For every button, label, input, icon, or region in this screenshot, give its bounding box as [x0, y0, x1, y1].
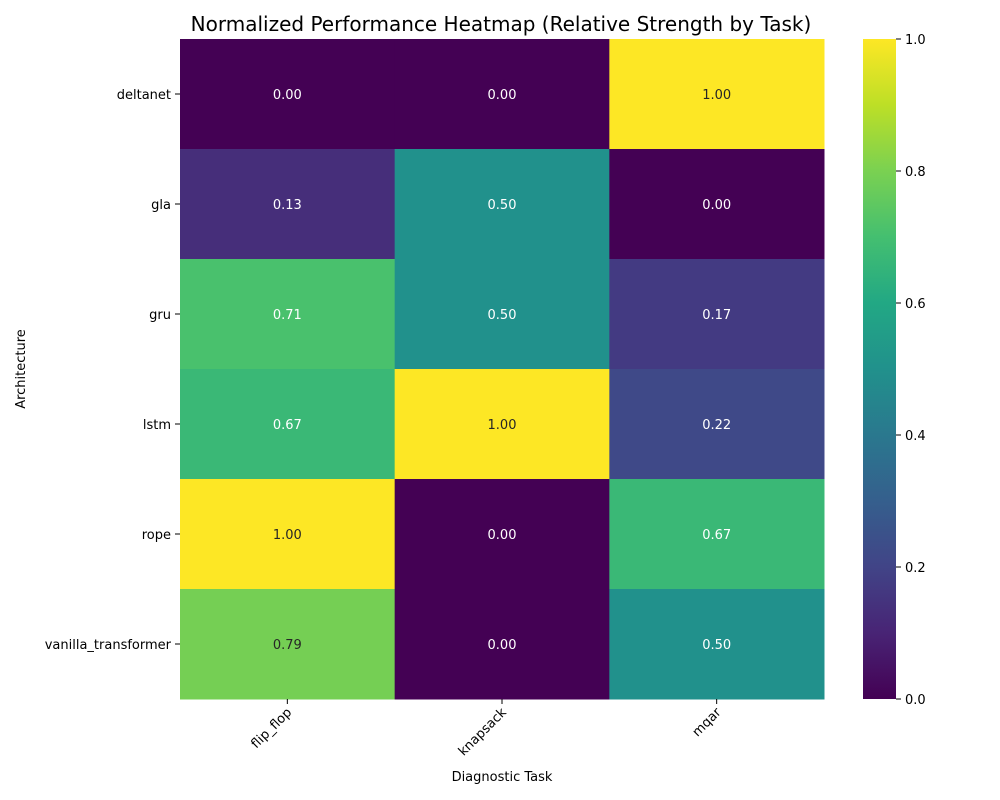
y-tick-label: gru — [149, 308, 171, 323]
cell-value-label: 1.00 — [702, 88, 731, 103]
cell-value-label: 0.50 — [702, 638, 731, 653]
colorbar-tick-label: 1.0 — [905, 33, 926, 48]
cell-value-label: 0.67 — [273, 418, 302, 433]
heatmap-cell — [609, 589, 825, 700]
heatmap-cell — [394, 39, 610, 150]
heatmap-cell — [609, 479, 825, 590]
cell-value-label: 0.13 — [273, 198, 302, 213]
cell-value-label: 1.00 — [488, 418, 517, 433]
colorbar-tick-label: 0.6 — [905, 297, 926, 312]
cell-value-label: 0.79 — [273, 638, 302, 653]
colorbar — [863, 39, 896, 699]
colorbar-tick-label: 0.2 — [905, 561, 926, 576]
cell-value-label: 0.17 — [702, 308, 731, 323]
colorbar-tick-label: 0.8 — [905, 165, 926, 180]
colorbar-tick-label: 0.4 — [905, 429, 926, 444]
cell-value-label: 0.50 — [488, 308, 517, 323]
y-tick-label: deltanet — [117, 88, 171, 103]
heatmap-cell — [180, 479, 396, 590]
chart-title: Normalized Performance Heatmap (Relative… — [191, 12, 812, 36]
cell-value-label: 1.00 — [273, 528, 302, 543]
cell-value-label: 0.00 — [488, 528, 517, 543]
heatmap-cell — [609, 259, 825, 370]
cell-value-label: 0.00 — [702, 198, 731, 213]
x-axis-label: Diagnostic Task — [452, 770, 553, 785]
heatmap-cell — [394, 149, 610, 260]
cell-value-label: 0.71 — [273, 308, 302, 323]
colorbar-tick-label: 0.0 — [905, 693, 926, 708]
heatmap-cell — [394, 259, 610, 370]
cell-value-label: 0.50 — [488, 198, 517, 213]
heatmap-cell — [180, 369, 396, 480]
heatmap-value-labels: 0.00 0.00 1.00 0.13 0.50 0.00 0.71 0.50 0.17 0.67… — [273, 88, 731, 653]
cell-value-label: 0.22 — [702, 418, 731, 433]
y-axis: deltanet gla gru lstm rope vanilla_transforme… — [45, 88, 180, 653]
cell-value-label: 0.00 — [273, 88, 302, 103]
y-axis-label: Architecture — [14, 329, 29, 409]
heatmap-cell — [180, 589, 396, 700]
heatmap-cell — [609, 149, 825, 260]
heatmap-cell — [394, 369, 610, 480]
cell-value-label: 0.00 — [488, 638, 517, 653]
cell-value-label: 0.67 — [702, 528, 731, 543]
y-tick-label: rope — [142, 528, 171, 543]
heatmap-cell — [394, 589, 610, 700]
heatmap-cell — [180, 259, 396, 370]
heatmap-cells — [180, 39, 825, 700]
colorbar-ticks: 0.0 0.2 0.4 0.6 0.8 1.0 — [896, 33, 926, 708]
y-tick-label: lstm — [143, 418, 171, 433]
y-tick-label: vanilla_transformer — [45, 638, 172, 653]
heatmap-cell — [609, 369, 825, 480]
heatmap-cell — [609, 39, 825, 150]
y-tick-label: gla — [151, 198, 171, 213]
cell-value-label: 0.00 — [488, 88, 517, 103]
heatmap-cell — [394, 479, 610, 590]
heatmap-cell — [180, 39, 396, 150]
heatmap-cell — [180, 149, 396, 260]
